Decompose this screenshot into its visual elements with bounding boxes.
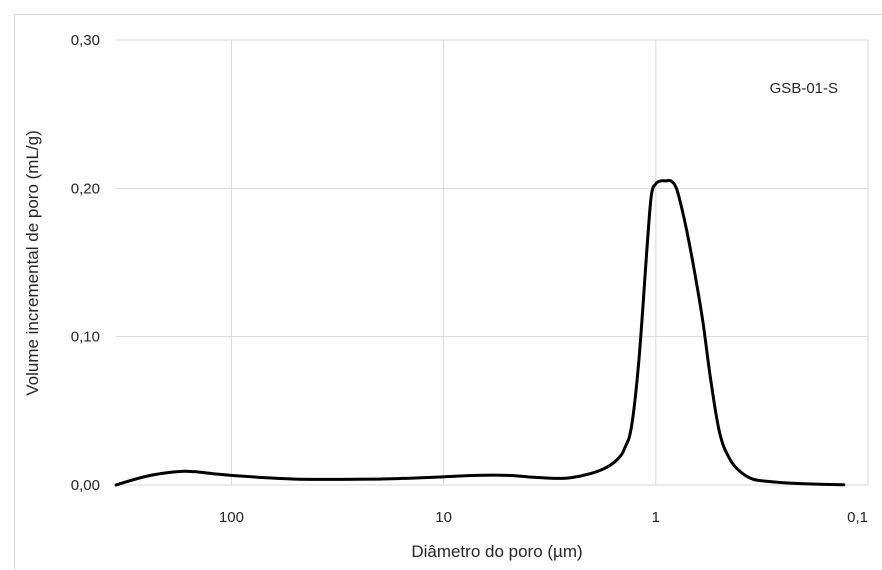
- y-axis-title: Volume incremental de poro (mL/g): [23, 130, 42, 396]
- x-tick-labels: 100 10 1 0,1: [219, 509, 868, 526]
- series-line: [114, 178, 846, 487]
- y-tick-label: 0,00: [71, 477, 100, 494]
- x-tick-label: 1: [652, 509, 660, 526]
- y-tick-label: 0,20: [71, 180, 100, 197]
- x-tick-label: 0,1: [847, 509, 868, 526]
- x-tick-label: 100: [219, 509, 244, 526]
- y-tick-label: 0,10: [71, 329, 100, 346]
- x-axis-title: Diâmetro do poro (µm): [411, 542, 582, 561]
- x-tick-label: 10: [435, 509, 452, 526]
- gridlines: [116, 39, 869, 486]
- y-tick-label: 0,30: [71, 32, 100, 49]
- chart-frame: [14, 14, 882, 570]
- y-tick-labels: 0,00 0,10 0,20 0,30: [71, 32, 100, 494]
- sample-label: GSB-01-S: [770, 80, 838, 97]
